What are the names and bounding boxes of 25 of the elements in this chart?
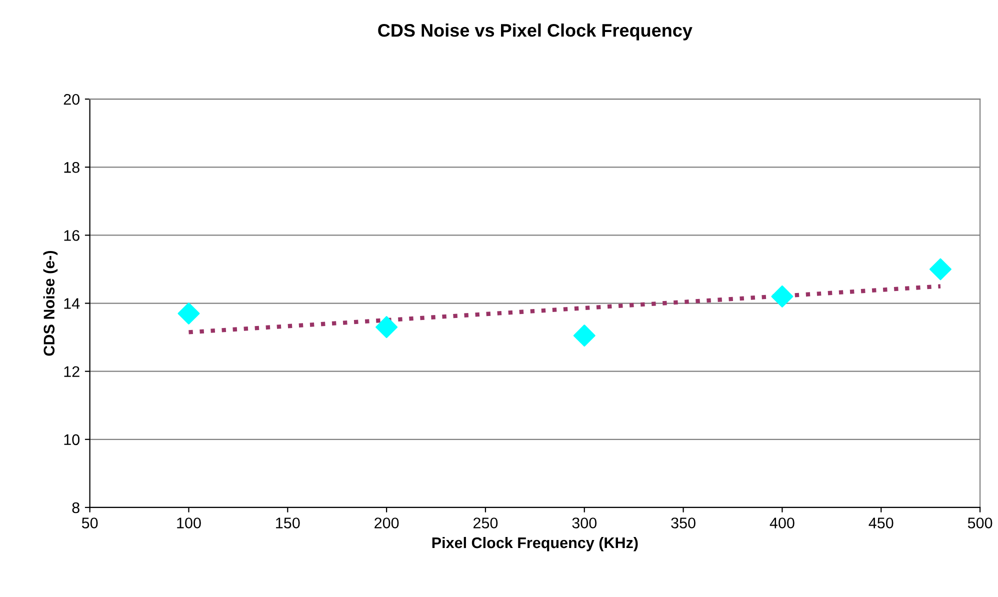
- y-tick-label: 16: [64, 230, 80, 241]
- point: [376, 316, 398, 338]
- x-axis-title: Pixel Clock Frequency (KHz): [432, 536, 638, 552]
- x-tick-label: 500: [968, 518, 992, 528]
- y-tick-label: 10: [64, 434, 80, 446]
- x-tick-label: 450: [868, 518, 894, 528]
- point: [771, 285, 794, 308]
- point: [573, 324, 596, 347]
- x-tick-label: 200: [374, 518, 399, 528]
- x-tick-label: 250: [473, 518, 498, 528]
- y-axis-title: CDS Noise (e-): [43, 250, 58, 356]
- y-tick-label: 20: [64, 94, 80, 105]
- x-tick-label: 150: [276, 518, 300, 528]
- x-tick-label: 50: [82, 518, 98, 528]
- x-tick-label: 300: [572, 518, 597, 528]
- y-tick-label: 8: [72, 502, 80, 514]
- point: [929, 258, 952, 280]
- y-tick-label: 18: [64, 162, 80, 173]
- chart-title: CDS Noise vs Pixel Clock Frequency: [378, 24, 692, 40]
- y-tick-label: 14: [64, 298, 80, 309]
- y-tick-label: 12: [64, 366, 80, 377]
- point: [178, 302, 200, 324]
- x-tick-label: 400: [770, 518, 794, 528]
- x-tick-label: 100: [177, 518, 201, 528]
- x-tick-label: 350: [671, 518, 696, 528]
